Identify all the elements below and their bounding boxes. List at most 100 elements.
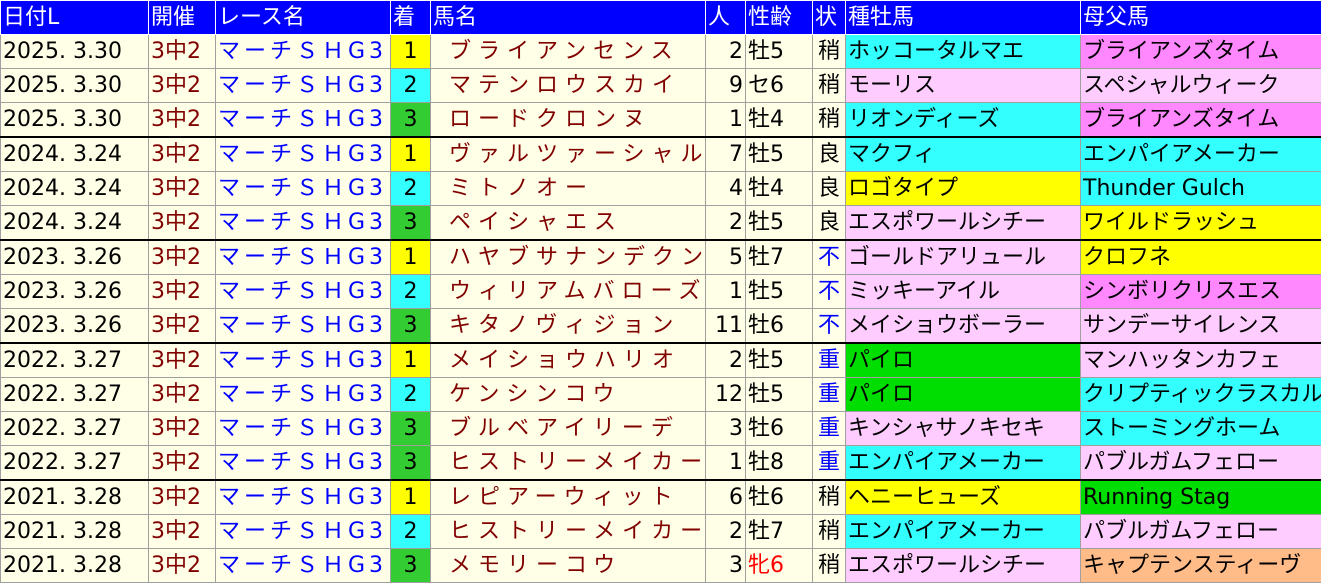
cell: ウィリアムバローズ: [431, 275, 706, 309]
cell: サンデーサイレンス: [1081, 309, 1321, 344]
cell: ヒストリーメイカー: [431, 446, 706, 481]
cell: ペイシャエス: [431, 206, 706, 241]
cell: パイロ: [846, 378, 1081, 412]
cell: ストーミングホーム: [1081, 412, 1321, 446]
cell: 2: [706, 343, 746, 378]
cell: 1: [391, 35, 431, 69]
cell: マーチＳＨG3: [216, 103, 391, 138]
cell: ブライアンズタイム: [1081, 35, 1321, 69]
cell: 3中2: [149, 69, 216, 103]
cell: 3中2: [149, 515, 216, 549]
cell: 不: [813, 240, 846, 275]
cell: 稍: [813, 480, 846, 515]
cell: 牡5: [746, 137, 813, 172]
cell: 2: [391, 172, 431, 206]
cell: 2025. 3.30: [1, 103, 149, 138]
cell: 4: [706, 172, 746, 206]
cell: 2022. 3.27: [1, 446, 149, 481]
cell: マーチＳＨG3: [216, 412, 391, 446]
cell: 5: [706, 240, 746, 275]
cell: 3中2: [149, 103, 216, 138]
cell: 重: [813, 446, 846, 481]
cell: ロードクロンヌ: [431, 103, 706, 138]
cell: 2: [391, 275, 431, 309]
cell: 3中2: [149, 206, 216, 241]
cell: ワイルドラッシュ: [1081, 206, 1321, 241]
cell: ハヤブサナンデクン: [431, 240, 706, 275]
cell: シンボリクリスエス: [1081, 275, 1321, 309]
cell: ケンシンコウ: [431, 378, 706, 412]
cell: マーチＳＨG3: [216, 69, 391, 103]
cell: クリプティックラスカル: [1081, 378, 1321, 412]
cell: 1: [391, 240, 431, 275]
cell: 3中2: [149, 275, 216, 309]
cell: マーチＳＨG3: [216, 206, 391, 241]
cell: 2023. 3.26: [1, 309, 149, 344]
cell: クロフネ: [1081, 240, 1321, 275]
cell: マンハッタンカフェ: [1081, 343, 1321, 378]
cell: 重: [813, 378, 846, 412]
cell: 9: [706, 69, 746, 103]
cell: 3: [391, 206, 431, 241]
cell: 良: [813, 172, 846, 206]
cell: 3中2: [149, 412, 216, 446]
cell: 3中2: [149, 35, 216, 69]
cell: キタノヴィジョン: [431, 309, 706, 344]
cell: 2: [391, 69, 431, 103]
cell: 11: [706, 309, 746, 344]
cell: 1: [706, 103, 746, 138]
header-cell: レース名: [216, 1, 391, 35]
cell: 3中2: [149, 309, 216, 344]
cell: 牡4: [746, 172, 813, 206]
cell: エンパイアメーカー: [846, 515, 1081, 549]
cell: 2023. 3.26: [1, 240, 149, 275]
cell: キャプテンスティーヴ: [1081, 549, 1321, 583]
cell: 2022. 3.27: [1, 378, 149, 412]
cell: 良: [813, 206, 846, 241]
cell: レピアーウィット: [431, 480, 706, 515]
cell: マーチＳＨG3: [216, 309, 391, 344]
cell: 1: [391, 480, 431, 515]
cell: マテンロウスカイ: [431, 69, 706, 103]
cell: モーリス: [846, 69, 1081, 103]
cell: 3: [391, 549, 431, 583]
cell: マーチＳＨG3: [216, 240, 391, 275]
cell: ブライアンセンス: [431, 35, 706, 69]
header-cell: 日付L: [1, 1, 149, 35]
cell: リオンディーズ: [846, 103, 1081, 138]
header-cell: 種牡馬: [846, 1, 1081, 35]
cell: マーチＳＨG3: [216, 446, 391, 481]
cell: マーチＳＨG3: [216, 137, 391, 172]
cell: 良: [813, 137, 846, 172]
cell: 2022. 3.27: [1, 412, 149, 446]
cell: マーチＳＨG3: [216, 275, 391, 309]
cell: マクフィ: [846, 137, 1081, 172]
header-cell: 開催: [149, 1, 216, 35]
cell: 牡6: [746, 480, 813, 515]
cell: パイロ: [846, 343, 1081, 378]
cell: ヘニーヒューズ: [846, 480, 1081, 515]
cell: 3中2: [149, 343, 216, 378]
cell: エスポワールシチー: [846, 206, 1081, 241]
cell: 2021. 3.28: [1, 515, 149, 549]
cell: マーチＳＨG3: [216, 172, 391, 206]
cell: 1: [391, 137, 431, 172]
cell: 3中2: [149, 549, 216, 583]
cell: 1: [391, 343, 431, 378]
cell: 2: [706, 35, 746, 69]
cell: ヴァルツァーシャル: [431, 137, 706, 172]
cell: 稍: [813, 515, 846, 549]
cell: 重: [813, 412, 846, 446]
cell: ブライアンズタイム: [1081, 103, 1321, 138]
cell: 2025. 3.30: [1, 69, 149, 103]
cell: スペシャルウィーク: [1081, 69, 1321, 103]
cell: Running Stag: [1081, 480, 1321, 515]
